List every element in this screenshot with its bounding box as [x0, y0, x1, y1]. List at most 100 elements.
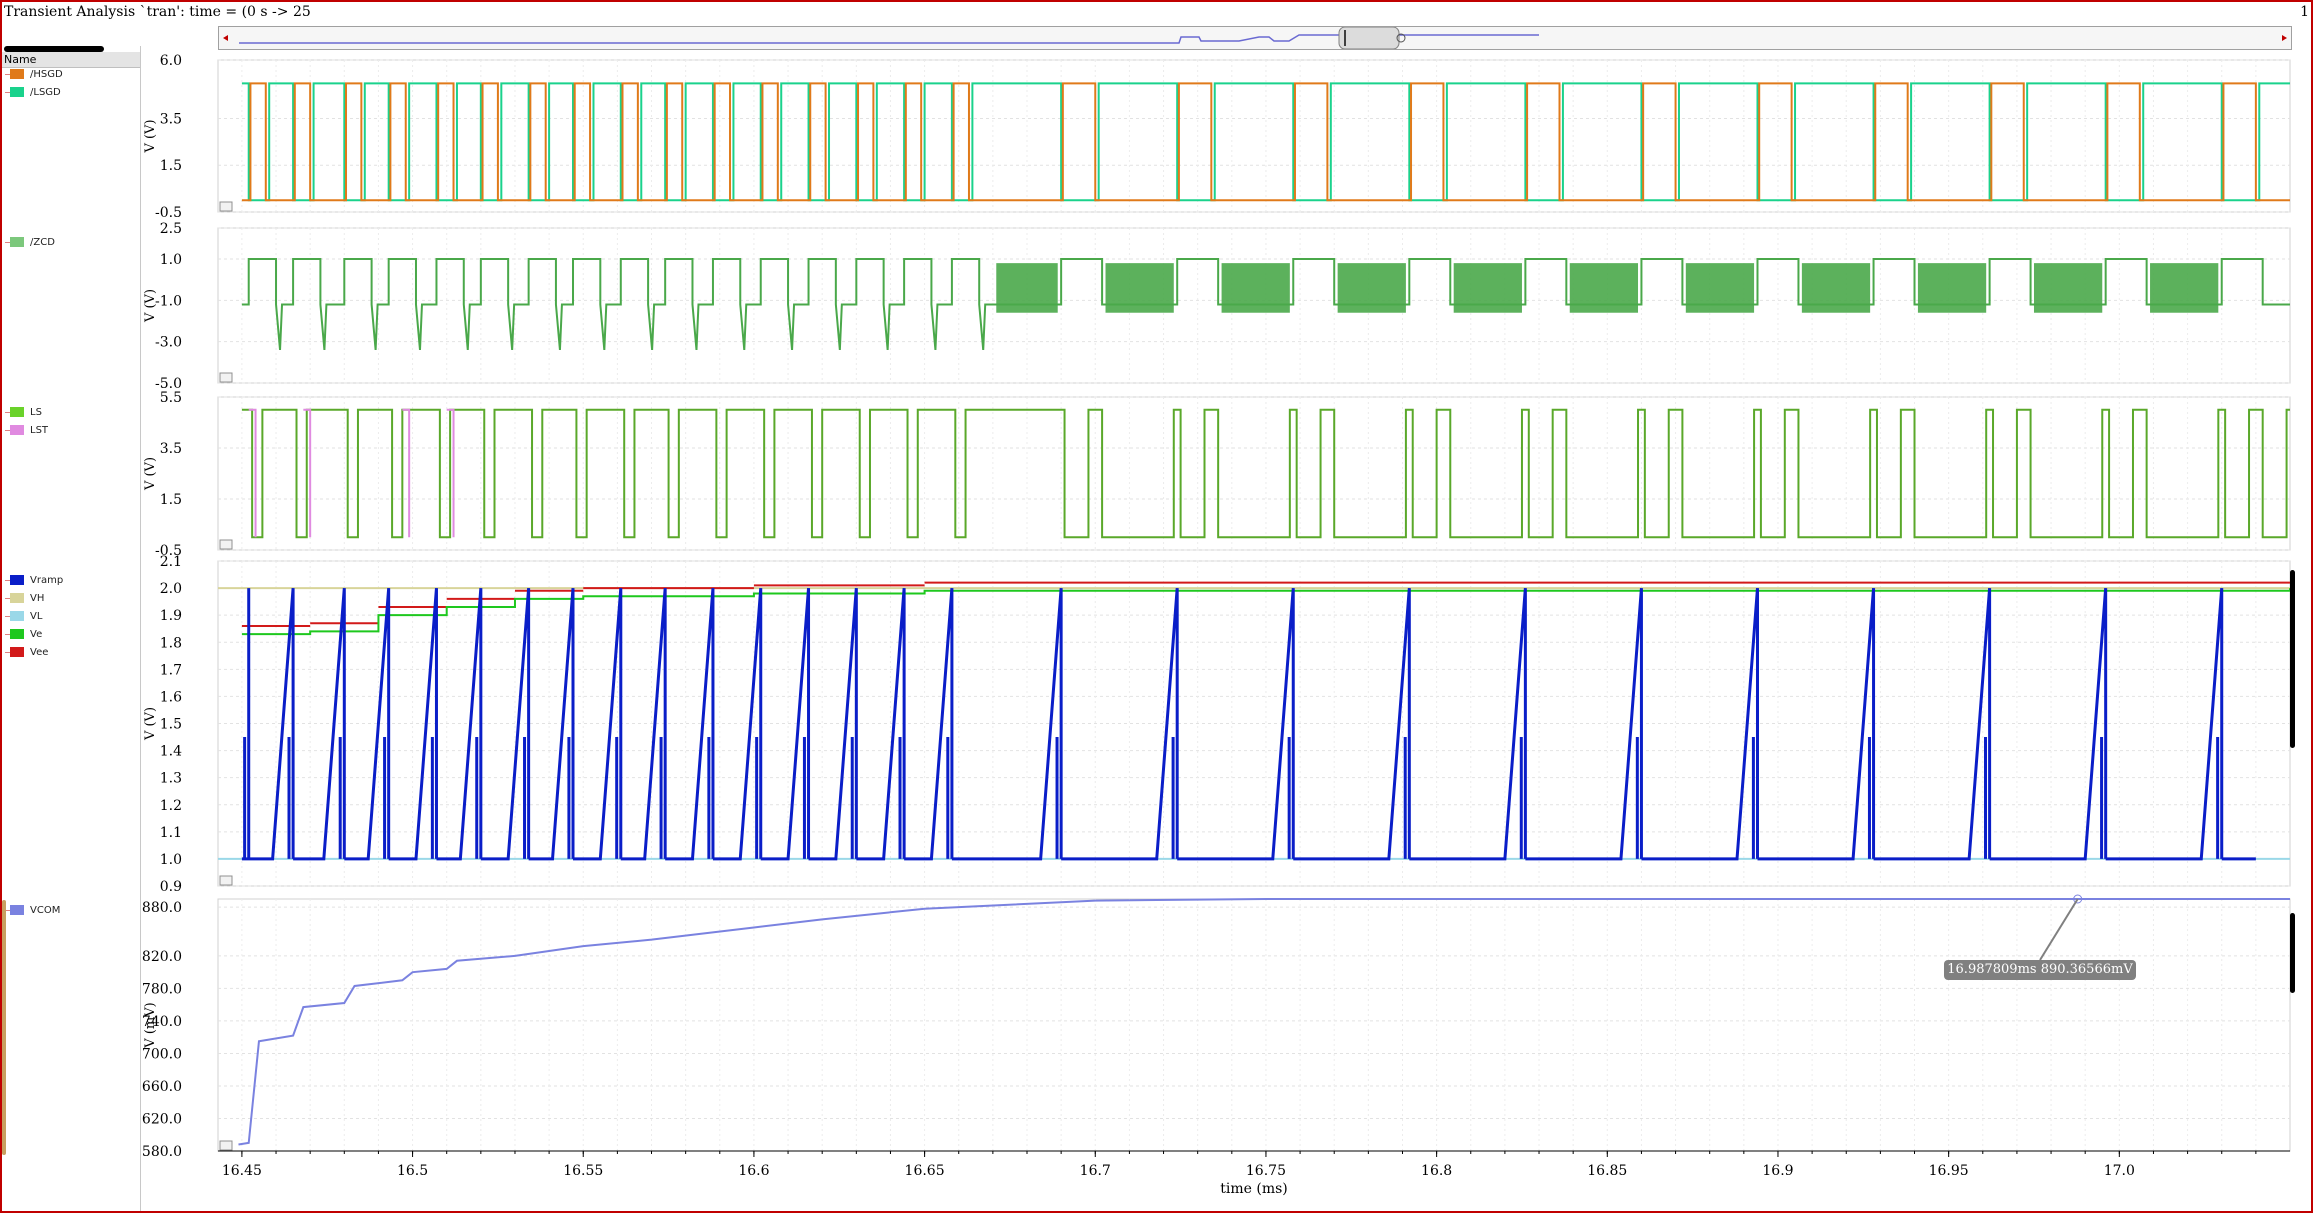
legend-swatch: [10, 905, 24, 915]
name-column-header[interactable]: Name: [2, 52, 140, 68]
y-tick-label: 1.3: [160, 771, 182, 787]
zcd-ringing-band: [2033, 263, 2103, 313]
zcd-ringing-band: [1801, 263, 1871, 313]
y-tick-label: 3.5: [160, 111, 182, 127]
panel-expand-icon: [219, 201, 233, 212]
scroll-left-icon: [223, 35, 228, 41]
legend-item[interactable]: /LSGD: [5, 86, 61, 100]
legend-item[interactable]: Vramp: [5, 574, 64, 588]
y-tick-label: 1.9: [160, 608, 182, 624]
zcd-ringing-band: [1221, 263, 1290, 313]
y-tick-label: 620.0: [142, 1111, 182, 1127]
series-vcom: [238, 898, 2290, 1146]
legend-swatch: [10, 629, 24, 639]
legend-swatch: [10, 593, 24, 603]
panel-splitter-handle[interactable]: [4, 46, 104, 52]
legend-item[interactable]: Vee: [5, 646, 49, 660]
scroll-thumb-handle-icon: [1396, 33, 1406, 43]
panel-resize-handle[interactable]: [2290, 570, 2295, 748]
y-axis-label: V (mV): [143, 1002, 158, 1048]
y-tick-label: 700.0: [142, 1046, 182, 1062]
legend-label: Ve: [30, 629, 43, 640]
panel-expand-icon: [219, 1140, 233, 1151]
signal-list-panel: Name /HSGD/LSGD/ZCD LS LST Vramp VH VL Ve Vee VC…: [2, 46, 141, 1211]
y-tick-label: 2.0: [160, 581, 182, 597]
legend-item[interactable]: LST: [5, 424, 48, 438]
y-tick-label: 2.5: [160, 221, 182, 237]
legend-item[interactable]: VH: [5, 592, 45, 606]
y-tick-label: 1.4: [160, 744, 182, 760]
legend-swatch: [10, 237, 24, 247]
legend-label: Vramp: [30, 575, 64, 586]
y-tick-label: -0.5: [155, 543, 182, 559]
legend-label: /HSGD: [30, 69, 63, 80]
legend-item[interactable]: VL: [5, 610, 43, 624]
x-tick-label: 16.85: [1587, 1163, 1627, 1179]
time-scrollbar[interactable]: [218, 26, 2292, 50]
y-tick-label: 0.9: [160, 879, 182, 895]
scroll-thumb: [1338, 27, 1400, 49]
marker-readout[interactable]: 16.987809ms 890.36566mV: [1944, 960, 2136, 980]
y-tick-label: 1.2: [160, 798, 182, 814]
legend-item[interactable]: VCOM: [5, 904, 61, 918]
legend-swatch: [10, 407, 24, 417]
series-ve: [241, 588, 2291, 636]
y-axis-label: V (V): [143, 457, 158, 491]
zcd-ringing-band: [2150, 263, 2219, 313]
y-tick-label: 3.5: [160, 441, 182, 457]
legend-swatch: [10, 575, 24, 585]
legend-swatch: [10, 425, 24, 435]
x-tick-label: 16.5: [397, 1163, 428, 1179]
y-tick-label: 1.5: [160, 717, 182, 733]
page-number: 1: [2300, 4, 2309, 20]
x-tick-label: 16.45: [222, 1163, 262, 1179]
x-tick-label: 16.7: [1080, 1163, 1111, 1179]
plot-panel: [217, 59, 2291, 213]
y-tick-label: 1.8: [160, 635, 182, 651]
plot-panel: [217, 898, 2291, 1152]
legend-label: Vee: [30, 647, 49, 658]
scroll-right-icon: [2282, 35, 2287, 41]
y-tick-label: 1.7: [160, 662, 182, 678]
y-tick-label: 740.0: [142, 1014, 182, 1030]
y-tick-label: 880.0: [142, 900, 182, 916]
x-tick-label: 16.6: [738, 1163, 769, 1179]
marker-point: [2073, 894, 2083, 904]
panel-accent-bar: [2, 900, 6, 1155]
legend-item[interactable]: LS: [5, 406, 42, 420]
legend-label: VCOM: [30, 905, 61, 916]
y-axis-label: V (V): [143, 119, 158, 153]
legend-item[interactable]: /ZCD: [5, 236, 55, 250]
plot-panel: [217, 396, 2291, 551]
x-tick-label: 16.9: [1762, 1163, 1793, 1179]
window-title: Transient Analysis `tran': time = (0 s -…: [4, 4, 311, 20]
legend-label: VL: [30, 611, 43, 622]
panel-expand-icon: [219, 372, 233, 383]
legend-item[interactable]: Ve: [5, 628, 43, 642]
y-tick-label: 1.6: [160, 689, 182, 705]
series-lsgd: [241, 82, 2290, 202]
legend-label: /LSGD: [30, 87, 61, 98]
y-tick-label: -3.0: [155, 335, 182, 351]
legend-swatch: [10, 69, 24, 79]
legend-swatch: [10, 87, 24, 97]
x-axis-label: time (ms): [1220, 1181, 1288, 1197]
legend-item[interactable]: /HSGD: [5, 68, 63, 82]
y-tick-label: 6.0: [160, 53, 182, 69]
zcd-ringing-band: [1453, 263, 1522, 313]
x-tick-label: 16.65: [905, 1163, 945, 1179]
panel-resize-handle[interactable]: [2290, 913, 2295, 993]
zcd-ringing-band: [1917, 263, 1987, 313]
y-tick-label: 1.0: [160, 852, 182, 868]
legend-label: VH: [30, 593, 45, 604]
legend-swatch: [10, 647, 24, 657]
series-ls: [241, 408, 2290, 539]
y-axis-label: V (V): [143, 289, 158, 323]
legend-label: /ZCD: [30, 237, 55, 248]
x-tick-label: 16.75: [1246, 1163, 1286, 1179]
zcd-ringing-band: [1685, 263, 1755, 313]
zcd-ringing-band: [1569, 263, 1639, 313]
title-bar: Transient Analysis `tran': time = (0 s -…: [4, 2, 2309, 22]
